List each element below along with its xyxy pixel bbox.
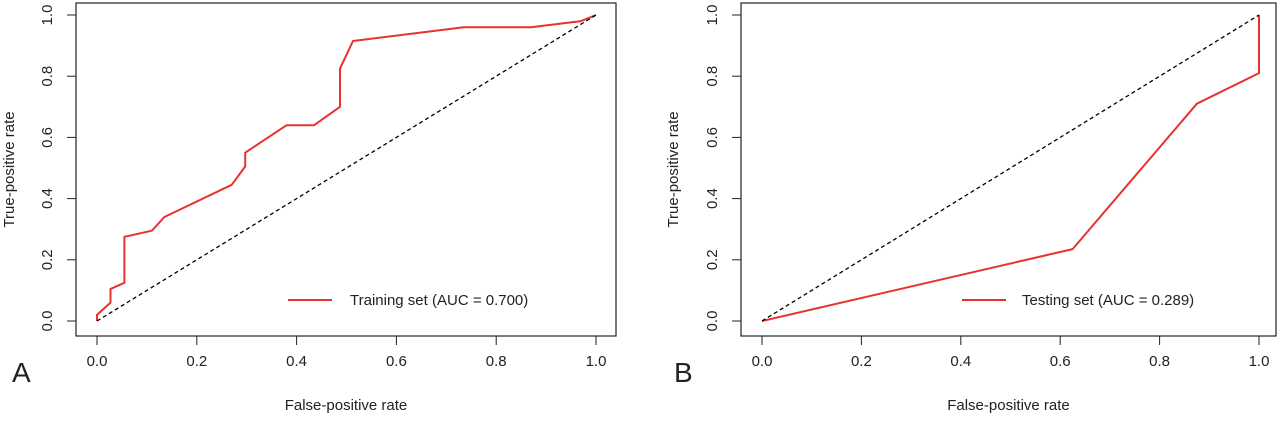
panel-a-x-tick-label: 0.6	[386, 353, 407, 370]
panel-a-legend-label: Training set (AUC = 0.700)	[350, 292, 528, 309]
panel-b-y-tick-label: 0.4	[704, 188, 721, 209]
panel-a-y-tick-label: 0.4	[39, 188, 56, 209]
panel-a-x-tick-label: 0.8	[486, 353, 507, 370]
panel-b-x-tick-label: 0.2	[851, 353, 872, 370]
panel-a-y-tick-label: 0.6	[39, 127, 56, 148]
panel-b-y-tick-label: 0.2	[704, 249, 721, 270]
panel-a-x-tick-label: 0.0	[87, 353, 108, 370]
panel-b-diagonal-reference-line	[761, 14, 1260, 322]
panel-a-y-tick-label: 0.8	[39, 66, 56, 87]
panel-a-panel-label: A	[12, 357, 31, 388]
panel-b-x-tick-label: 1.0	[1249, 353, 1270, 370]
panel-a-x-tick-label: 0.2	[186, 353, 207, 370]
panel-b-y-tick-label: 1.0	[704, 5, 721, 26]
panel-b-panel-label: B	[674, 357, 693, 388]
panel-b-x-tick-label: 0.6	[1050, 353, 1071, 370]
panel-b-y-tick-label: 0.8	[704, 66, 721, 87]
panel-b-roc-curve	[761, 15, 1260, 322]
panel-b-plot-frame	[740, 2, 1277, 337]
panel-b-y-axis-label: True-positive rate	[665, 111, 682, 227]
panel-a-plot-frame	[75, 2, 617, 337]
panel-b-y-tick-label: 0.0	[704, 311, 721, 332]
panel-b-legend-label: Testing set (AUC = 0.289)	[1022, 292, 1194, 309]
panel-b-x-tick-label: 0.4	[950, 353, 971, 370]
panel-a-diagonal-reference-line	[96, 14, 597, 322]
panel-b-x-axis-label: False-positive rate	[947, 397, 1070, 414]
panel-a-x-tick-label: 1.0	[586, 353, 607, 370]
panel-a-roc-curve	[96, 14, 597, 321]
panel-a-x-axis-label: False-positive rate	[285, 397, 408, 414]
panel-a-y-tick-label: 1.0	[39, 5, 56, 26]
panel-a-x-tick-label: 0.4	[286, 353, 307, 370]
panel-a-y-tick-label: 0.0	[39, 311, 56, 332]
panel-b-x-tick-label: 0.0	[752, 353, 773, 370]
panel-b-x-tick-label: 0.8	[1149, 353, 1170, 370]
panel-b-y-tick-label: 0.6	[704, 127, 721, 148]
panel-a-y-axis-label: True-positive rate	[1, 111, 18, 227]
panel-a-y-tick-label: 0.2	[39, 249, 56, 270]
